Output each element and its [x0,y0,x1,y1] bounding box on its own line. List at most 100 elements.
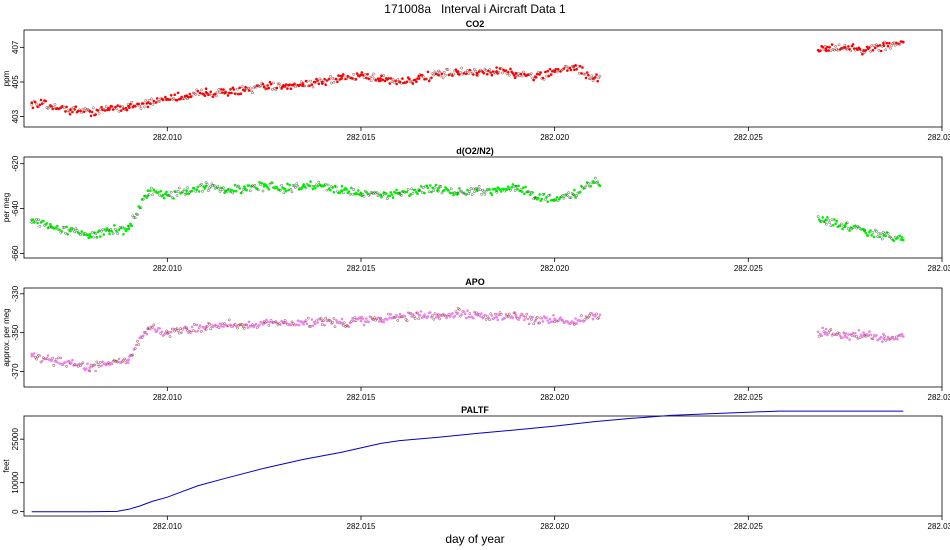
data-point [872,44,876,48]
data-point [133,216,137,220]
data-point [37,105,41,109]
data-point [821,216,824,219]
y-tick-label: -660 [11,245,20,262]
data-point [519,188,523,191]
data-point [102,233,106,236]
data-point [297,188,301,191]
data-point [426,315,430,318]
data-point [284,83,288,86]
plot-frame [23,156,943,259]
data-point [518,189,522,193]
data-point [123,227,126,230]
data-point [460,66,464,70]
data-point [848,229,851,232]
data-point [893,44,897,47]
data-point [352,319,355,323]
data-point [345,77,349,80]
data-point [197,93,201,97]
data-point [342,321,346,325]
data-point [524,185,527,189]
data-point [83,231,87,235]
data-point [885,231,889,234]
data-point [277,82,281,86]
data-point [281,186,285,190]
data-point [345,188,349,191]
data-point [97,112,101,115]
data-point [894,335,898,339]
data-point [45,222,49,225]
data-point [391,196,395,199]
data-point [53,103,57,106]
data-point [541,320,545,323]
data-point [523,318,526,322]
data-point [827,331,830,335]
data-point [238,86,241,90]
data-point [513,76,517,79]
data-point [532,322,536,326]
data-point [232,323,236,327]
data-point [432,73,436,77]
data-point [549,73,553,76]
data-point [244,85,247,89]
data-point [823,332,827,336]
data-point [869,229,872,232]
data-point [302,84,306,88]
data-point [504,69,508,72]
data-point [858,47,862,51]
data-point [125,228,129,231]
data-point [554,198,558,201]
data-point [514,185,518,188]
data-point [233,322,237,326]
data-point [268,80,272,84]
data-point [376,77,380,80]
data-point [429,311,432,314]
data-point [245,87,249,90]
data-point [88,233,92,236]
data-point [440,191,444,195]
data-point [883,334,886,338]
data-point [866,334,870,338]
data-point [505,188,509,191]
data-point [591,79,595,83]
data-point [406,188,410,191]
data-point [368,76,372,79]
data-point [483,313,487,317]
data-point [856,225,860,229]
data-point [54,358,58,361]
data-point [31,218,35,221]
data-point [302,183,306,186]
data-point [434,183,438,187]
data-point [587,73,590,77]
x-tick-label: 282.020 [540,264,569,273]
data-point [423,313,426,317]
data-point [119,109,123,112]
data-point [149,102,152,105]
data-point [542,192,546,196]
data-point [454,68,458,71]
data-point [395,314,398,317]
data-point [578,190,582,194]
data-point [247,320,251,324]
y-tick-label: 407 [11,40,20,54]
data-point [58,228,61,232]
data-point [89,114,93,118]
data-point [143,331,146,334]
data-point [261,189,265,193]
data-point [110,230,114,233]
data-point [418,314,422,317]
data-point [552,313,555,317]
data-point [375,191,379,194]
data-point [534,76,538,79]
data-point [384,192,388,195]
data-point [538,73,541,76]
data-point [526,190,530,193]
data-point [158,327,161,330]
data-point [340,317,344,321]
data-point [880,237,884,241]
data-point [574,64,577,67]
data-point [501,71,504,75]
data-point [144,99,147,102]
data-point [880,44,884,48]
y-axis-label: per meg [2,193,11,222]
data-point [362,194,366,198]
